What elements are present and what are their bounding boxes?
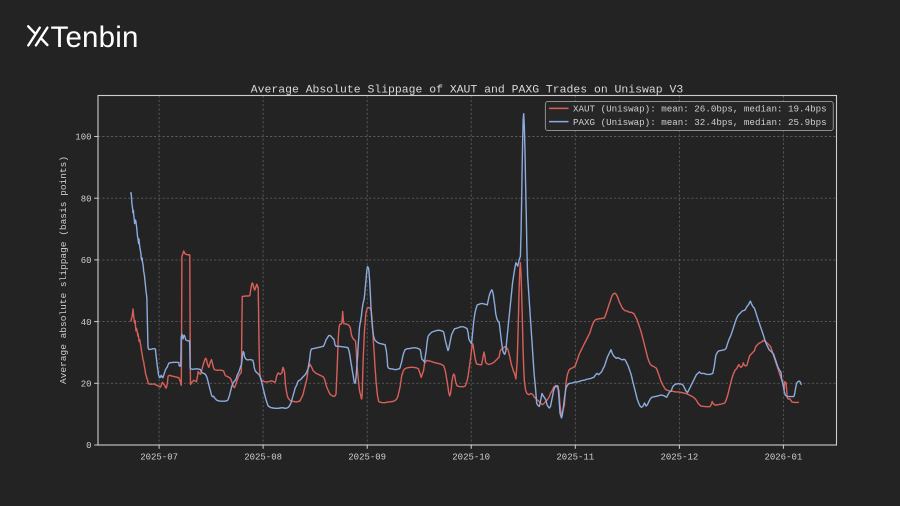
svg-text:20: 20 [81,380,92,390]
svg-text:2025-09: 2025-09 [348,453,386,463]
svg-text:100: 100 [75,133,91,143]
svg-text:2025-11: 2025-11 [556,453,594,463]
svg-text:PAXG (Uniswap): mean: 32.4bps,: PAXG (Uniswap): mean: 32.4bps, median: 2… [573,117,827,128]
svg-text:2025-08: 2025-08 [244,453,282,463]
svg-text:60: 60 [81,256,92,266]
svg-text:Tenbin: Tenbin [51,21,139,54]
svg-text:XAUT (Uniswap): mean: 26.0bps,: XAUT (Uniswap): mean: 26.0bps, median: 1… [573,104,827,115]
svg-text:0: 0 [86,441,91,451]
svg-text:2025-12: 2025-12 [660,453,698,463]
svg-text:80: 80 [81,194,92,204]
svg-text:Average Absolute Slippage of X: Average Absolute Slippage of XAUT and PA… [251,84,684,97]
svg-text:2025-10: 2025-10 [452,453,490,463]
svg-text:Average absolute slippage (bas: Average absolute slippage (basis points) [58,156,69,384]
svg-text:2026-01: 2026-01 [764,453,802,463]
svg-text:40: 40 [81,318,92,328]
svg-text:2025-07: 2025-07 [140,453,178,463]
